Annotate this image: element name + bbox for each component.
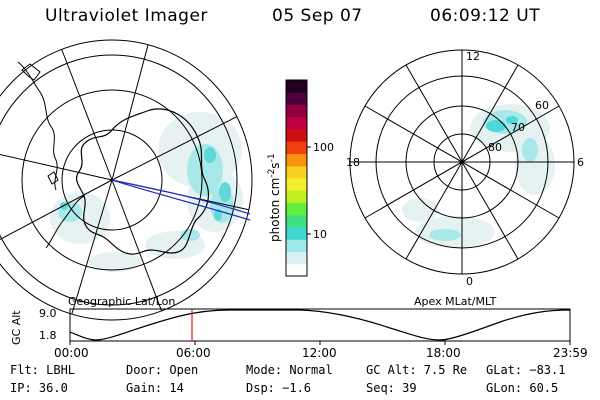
- geo-meridians: [0, 44, 251, 320]
- geo-lat-ring-2: [21, 89, 203, 271]
- apex-mlt-lines: [350, 50, 574, 274]
- geo-grid: [0, 39, 253, 321]
- colorbar-segment: [286, 141, 307, 154]
- colorbar-segment: [286, 104, 307, 118]
- status-ip: IP: 36.0: [10, 381, 68, 395]
- altitude-plot-frame: [69, 308, 571, 342]
- status-gain: Gain: 14: [126, 381, 184, 395]
- colorbar-label-100: 100: [313, 141, 334, 154]
- status-mode: Mode: Normal: [246, 363, 333, 377]
- colorbar-label-10: 10: [313, 228, 327, 241]
- landmass-outline-top: [21, 63, 41, 81]
- altitude-curve: [69, 309, 571, 341]
- colorbar-segment: [286, 178, 307, 191]
- x-tick-1200: 12:00: [302, 346, 337, 360]
- geo-outer-ring: [0, 39, 253, 321]
- mlat-label-70: 70: [511, 121, 525, 134]
- colorbar-segment: [286, 190, 307, 203]
- mlt-label-18: 18: [346, 156, 360, 169]
- colorbar-segment: [286, 227, 307, 240]
- satellite-orbit-track: [111, 179, 251, 221]
- mlat-label-60: 60: [535, 99, 549, 112]
- colorbar-segment: [286, 263, 307, 277]
- geographic-map: [0, 39, 253, 321]
- apex-polar-plot: 12 18 6 0 60 70 80: [346, 49, 584, 288]
- status-glat: GLat: −83.1: [486, 363, 566, 377]
- colorbar-frame: [285, 79, 308, 277]
- status-filter: Flt: LBHL: [10, 363, 76, 377]
- altitude-y-min: 1.8: [39, 329, 57, 342]
- apex-panel-caption: Apex MLat/MLT: [414, 295, 497, 308]
- apex-auroral-emission: [402, 104, 555, 248]
- colorbar-segment: [286, 214, 307, 228]
- altitude-y-max: 9.0: [39, 307, 57, 320]
- mlt-label-6: 6: [577, 156, 584, 169]
- colorbar-segment: [286, 129, 307, 142]
- coastline-peninsula: [45, 195, 85, 249]
- x-tick-2359: 23:59: [553, 346, 588, 360]
- colorbar-unit-label: photon cm-2s-1: [267, 153, 282, 242]
- image-time: 06:09:12 UT: [430, 6, 541, 26]
- colorbar-segments: [286, 80, 307, 277]
- geo-panel-caption: Geographic Lat/Lon: [68, 295, 175, 308]
- altitude-axis-label: GC Alt: [10, 310, 23, 345]
- x-tick-1800: 18:00: [426, 346, 461, 360]
- colorbar-segment: [286, 239, 307, 252]
- status-dsp: Dsp: −1.6: [246, 381, 312, 395]
- mlt-label-12: 12: [466, 50, 480, 63]
- colorbar-segment: [286, 92, 307, 105]
- color-scale-bar: 100 10 photon cm-2s-1: [267, 79, 334, 277]
- mlt-label-0: 0: [466, 275, 473, 288]
- status-seq: Seq: 39: [366, 381, 417, 395]
- status-glon: GLon: 60.5: [486, 381, 559, 395]
- image-date: 05 Sep 07: [272, 6, 363, 26]
- altitude-x-ticks: [69, 341, 571, 345]
- geo-lat-ring-1: [0, 54, 238, 306]
- colorbar-segment: [286, 165, 307, 179]
- altitude-plot: 9.0 1.8 GC Alt 00:00 06:00 12:00 18:00 2…: [10, 307, 588, 360]
- x-tick-0600: 06:00: [176, 346, 211, 360]
- x-tick-0000: 00:00: [54, 346, 89, 360]
- landmass-outline-left: [17, 61, 58, 191]
- island-outline: [47, 171, 59, 185]
- colorbar-segment: [286, 202, 307, 216]
- colorbar-segment: [286, 80, 307, 93]
- status-gc-alt: GC Alt: 7.5 Re: [366, 363, 468, 377]
- colorbar-segment: [286, 116, 307, 130]
- mlat-label-80: 80: [488, 141, 502, 154]
- status-door: Door: Open: [126, 363, 199, 377]
- app-title: Ultraviolet Imager: [45, 6, 208, 26]
- colorbar-segment: [286, 251, 307, 265]
- colorbar-segment: [286, 153, 307, 167]
- geo-auroral-emission: [50, 112, 243, 272]
- antarctica-coastline: [76, 108, 209, 255]
